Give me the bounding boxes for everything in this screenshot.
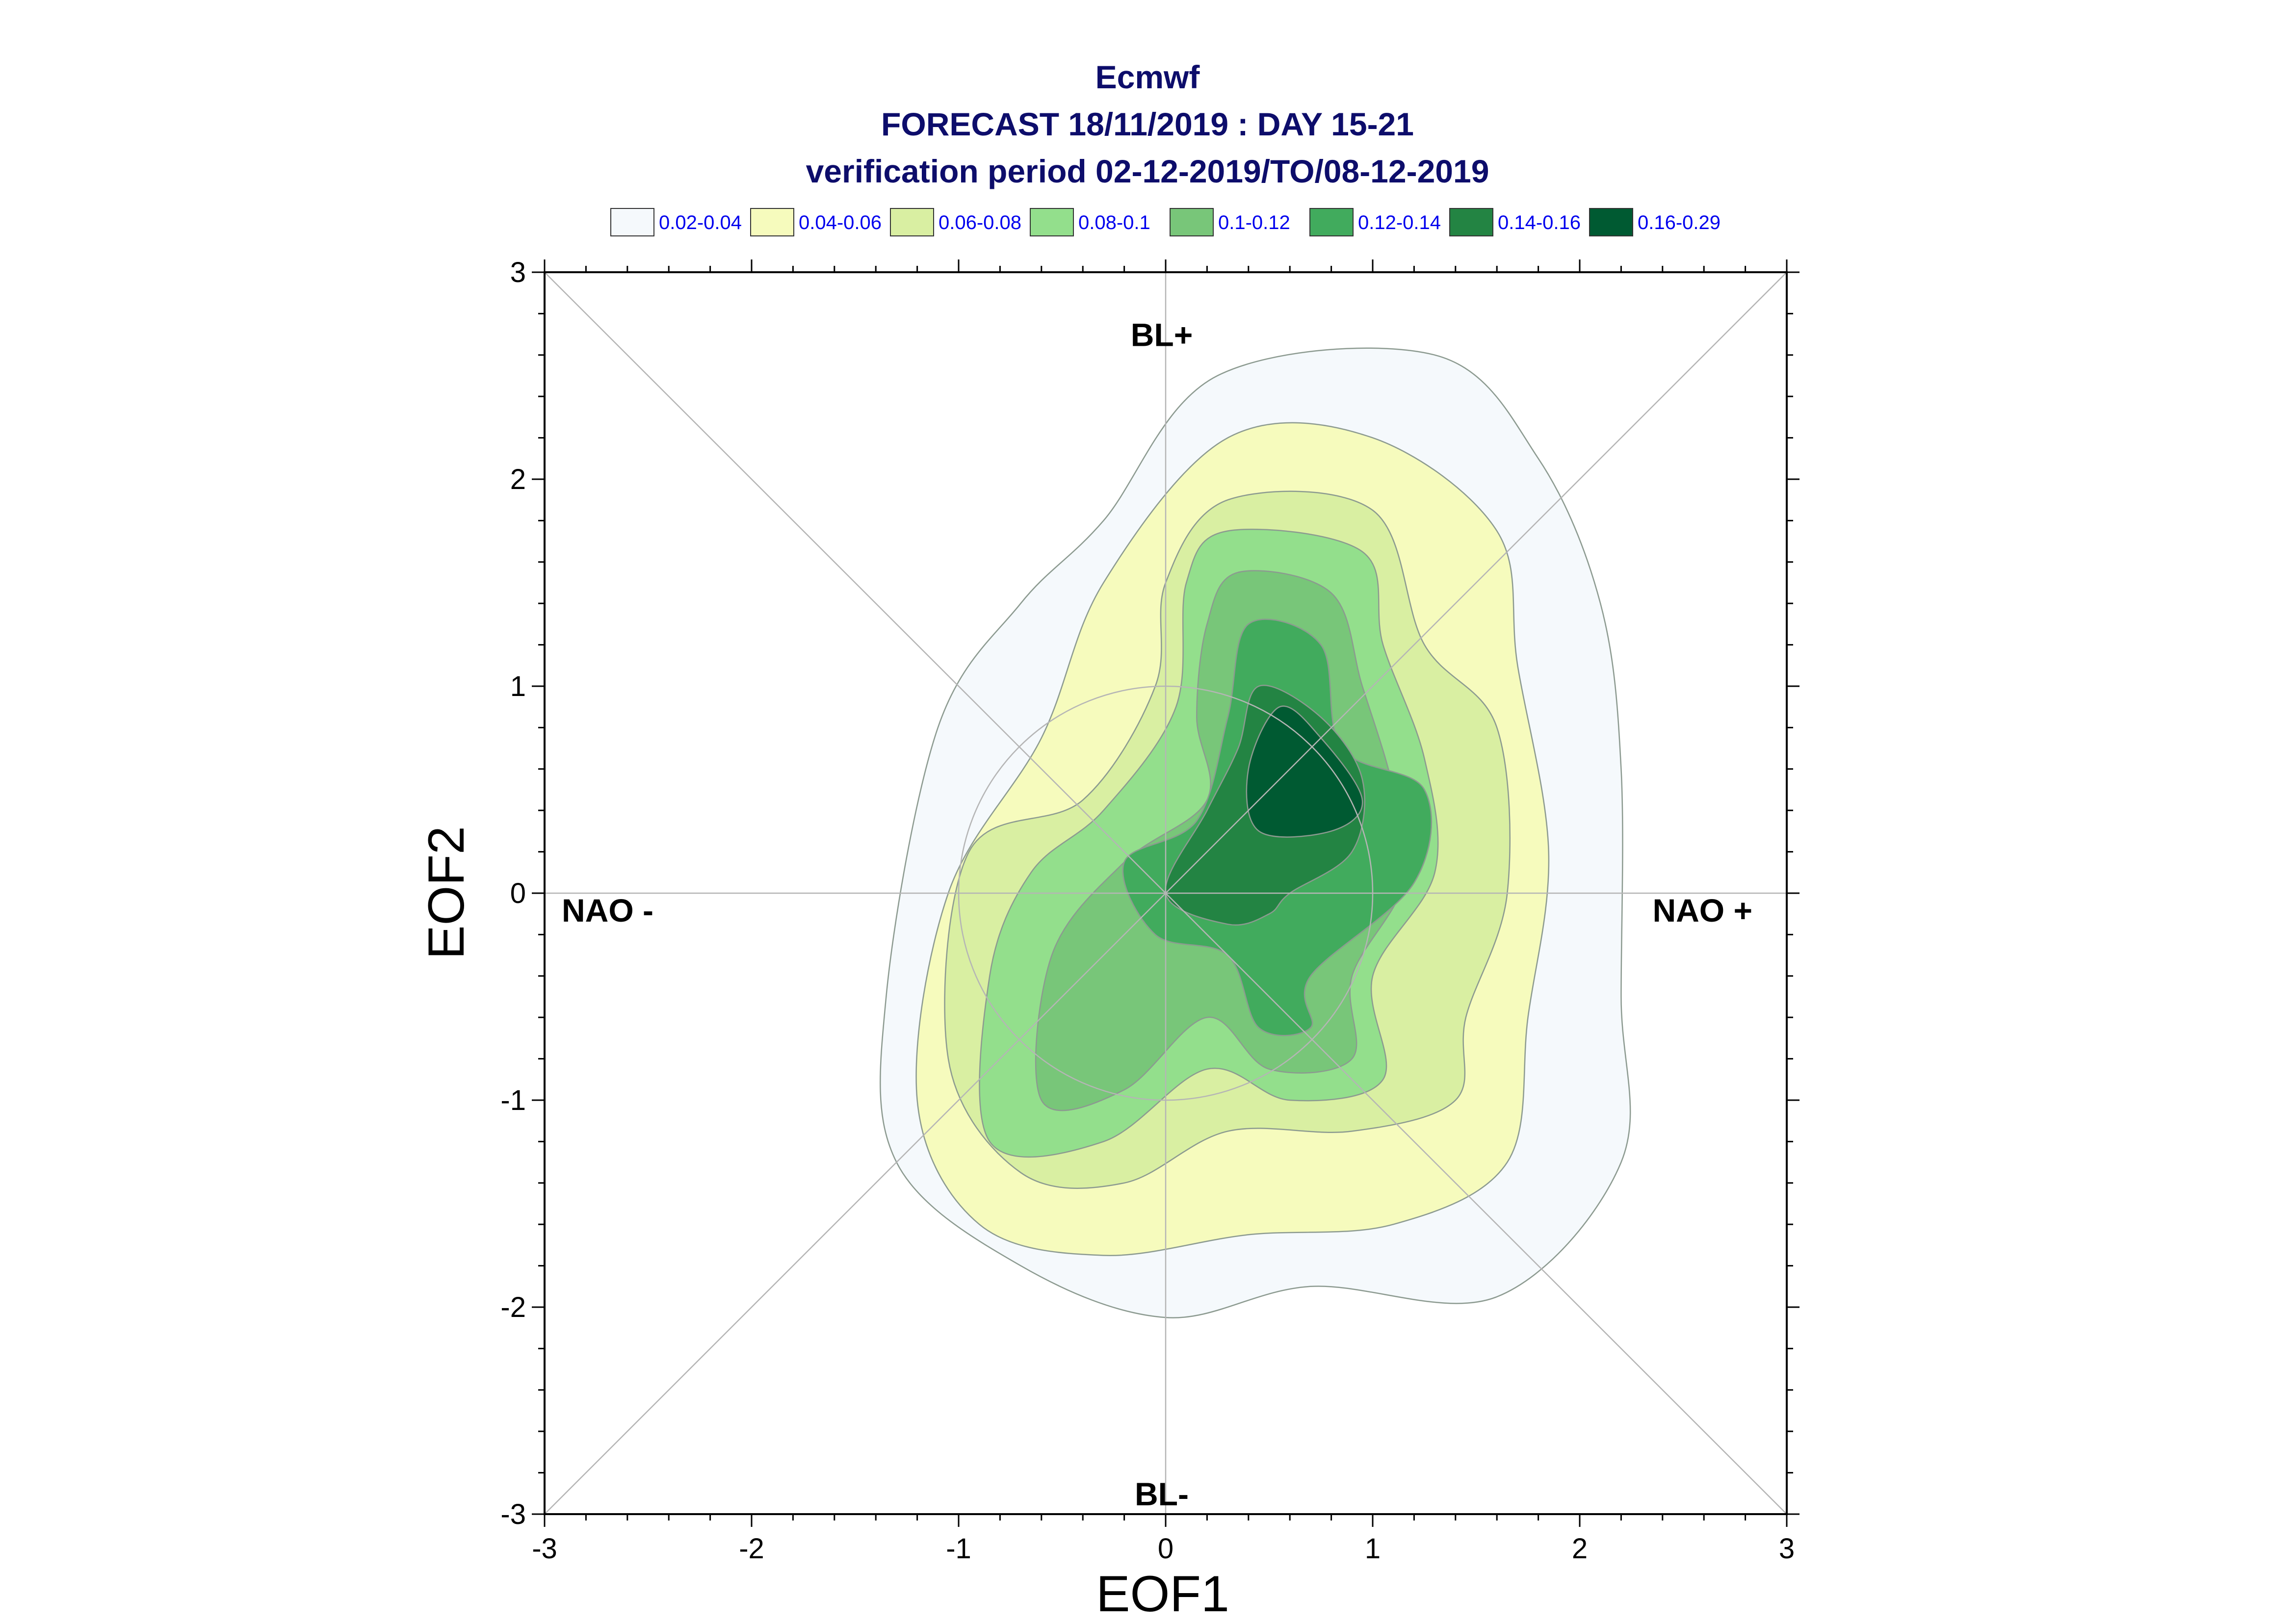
title-line-1: Ecmwf bbox=[1095, 59, 1200, 95]
plot-area: -3 -2 -1 0 1 2 3 -3 -2 -1 0 1 2 3 bbox=[500, 257, 1799, 1565]
y-tick-label: 1 bbox=[510, 670, 526, 702]
region-label-bl-minus: BL- bbox=[1135, 1476, 1189, 1512]
legend-item: 0.02-0.04 bbox=[610, 208, 742, 236]
x-axis-ticks: -3 -2 -1 0 1 2 3 bbox=[532, 259, 1795, 1565]
legend-label: 0.02-0.04 bbox=[659, 212, 742, 233]
legend-item: 0.08-0.1 bbox=[1030, 208, 1150, 236]
legend-label: 0.16-0.29 bbox=[1638, 212, 1721, 233]
y-tick-label: -3 bbox=[500, 1498, 526, 1530]
legend-swatch bbox=[1309, 208, 1354, 236]
y-tick-label: -2 bbox=[500, 1291, 526, 1323]
legend-label: 0.06-0.08 bbox=[939, 212, 1021, 233]
x-tick-label: -2 bbox=[739, 1533, 764, 1565]
legend-swatch bbox=[890, 208, 934, 236]
legend-item: 0.14-0.16 bbox=[1449, 208, 1581, 236]
legend-item: 0.16-0.29 bbox=[1589, 208, 1721, 236]
chart-legend: 0.02-0.04 0.04-0.06 0.06-0.08 0.08-0.1 0.1-0… bbox=[610, 208, 1721, 236]
legend-label: 0.14-0.16 bbox=[1498, 212, 1581, 233]
legend-label: 0.08-0.1 bbox=[1078, 212, 1150, 233]
x-axis-label: EOF1 bbox=[1096, 1566, 1229, 1623]
unit-circle bbox=[958, 685, 1374, 1101]
y-axis-ticks: -3 -2 -1 0 1 2 3 bbox=[500, 257, 1799, 1530]
title-line-3: verification period 02-12-2019/TO/08-12-… bbox=[806, 153, 1489, 189]
x-tick-label: 1 bbox=[1365, 1533, 1381, 1565]
x-tick-label: -1 bbox=[946, 1533, 971, 1565]
legend-item: 0.04-0.06 bbox=[750, 208, 882, 236]
region-label-bl-plus: BL+ bbox=[1131, 317, 1193, 353]
legend-swatch bbox=[1589, 208, 1633, 236]
y-tick-label: 3 bbox=[510, 257, 526, 288]
region-label-nao-minus: NAO - bbox=[562, 892, 653, 928]
y-tick-label: 2 bbox=[510, 464, 526, 495]
chart-title: Ecmwf FORECAST 18/11/2019 : DAY 15-21 ve… bbox=[806, 59, 1489, 189]
legend-swatch bbox=[1170, 208, 1214, 236]
legend-swatch bbox=[1030, 208, 1074, 236]
title-line-2: FORECAST 18/11/2019 : DAY 15-21 bbox=[881, 106, 1414, 142]
legend-swatch bbox=[1449, 208, 1493, 236]
y-axis-label: EOF2 bbox=[418, 826, 475, 959]
x-tick-label: 3 bbox=[1779, 1533, 1795, 1565]
x-tick-label: -3 bbox=[532, 1533, 557, 1565]
diagonal-line-2 bbox=[544, 272, 1787, 1515]
legend-swatch bbox=[750, 208, 794, 236]
legend-item: 0.1-0.12 bbox=[1170, 208, 1290, 236]
legend-label: 0.04-0.06 bbox=[799, 212, 882, 233]
x-tick-label: 2 bbox=[1572, 1533, 1588, 1565]
legend-item: 0.06-0.08 bbox=[890, 208, 1021, 236]
legend-label: 0.1-0.12 bbox=[1218, 212, 1290, 233]
y-tick-label: -1 bbox=[500, 1084, 526, 1116]
legend-label: 0.12-0.14 bbox=[1358, 212, 1441, 233]
legend-swatch bbox=[610, 208, 654, 236]
legend-item: 0.12-0.14 bbox=[1309, 208, 1441, 236]
density-contours bbox=[880, 347, 1631, 1318]
y-tick-label: 0 bbox=[510, 877, 526, 909]
region-label-nao-plus: NAO + bbox=[1652, 892, 1752, 928]
reference-lines bbox=[544, 272, 1787, 1515]
x-tick-label: 0 bbox=[1158, 1533, 1174, 1565]
